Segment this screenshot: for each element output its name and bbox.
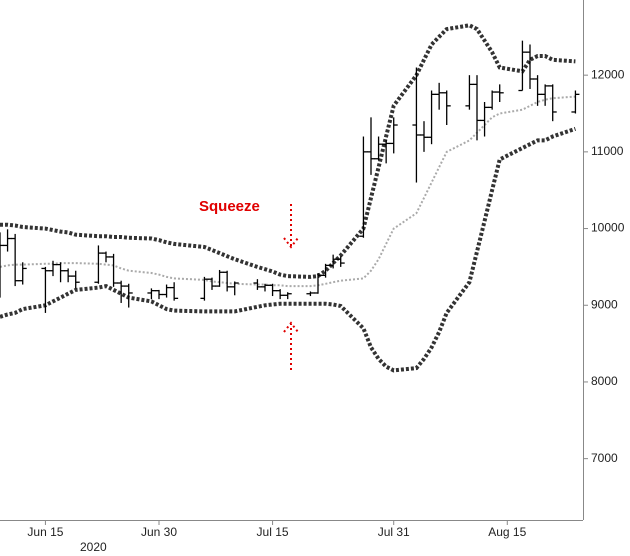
x-tick-label: Jun 30 bbox=[141, 525, 177, 539]
y-tick-label: 11000 bbox=[591, 144, 624, 158]
annotation: Squeeze bbox=[199, 198, 260, 215]
middle-band bbox=[0, 95, 576, 288]
x-tick-label: Jun 15 bbox=[27, 525, 63, 539]
y-tick-label: 9000 bbox=[591, 297, 618, 311]
outer-band bbox=[0, 23, 576, 279]
y-tick-label: 10000 bbox=[591, 221, 625, 235]
x-tick-label: Aug 15 bbox=[488, 525, 526, 539]
y-tick-label: 12000 bbox=[591, 67, 625, 81]
y-tick-label: 8000 bbox=[591, 374, 618, 388]
x-tick-label: Jul 31 bbox=[378, 525, 410, 539]
x-tick-label: Jul 15 bbox=[257, 525, 289, 539]
y-tick-label: 7000 bbox=[591, 451, 618, 465]
squeeze-arrows bbox=[283, 204, 299, 370]
outer-band bbox=[0, 126, 577, 373]
x-sublabel: 2020 bbox=[80, 540, 107, 554]
